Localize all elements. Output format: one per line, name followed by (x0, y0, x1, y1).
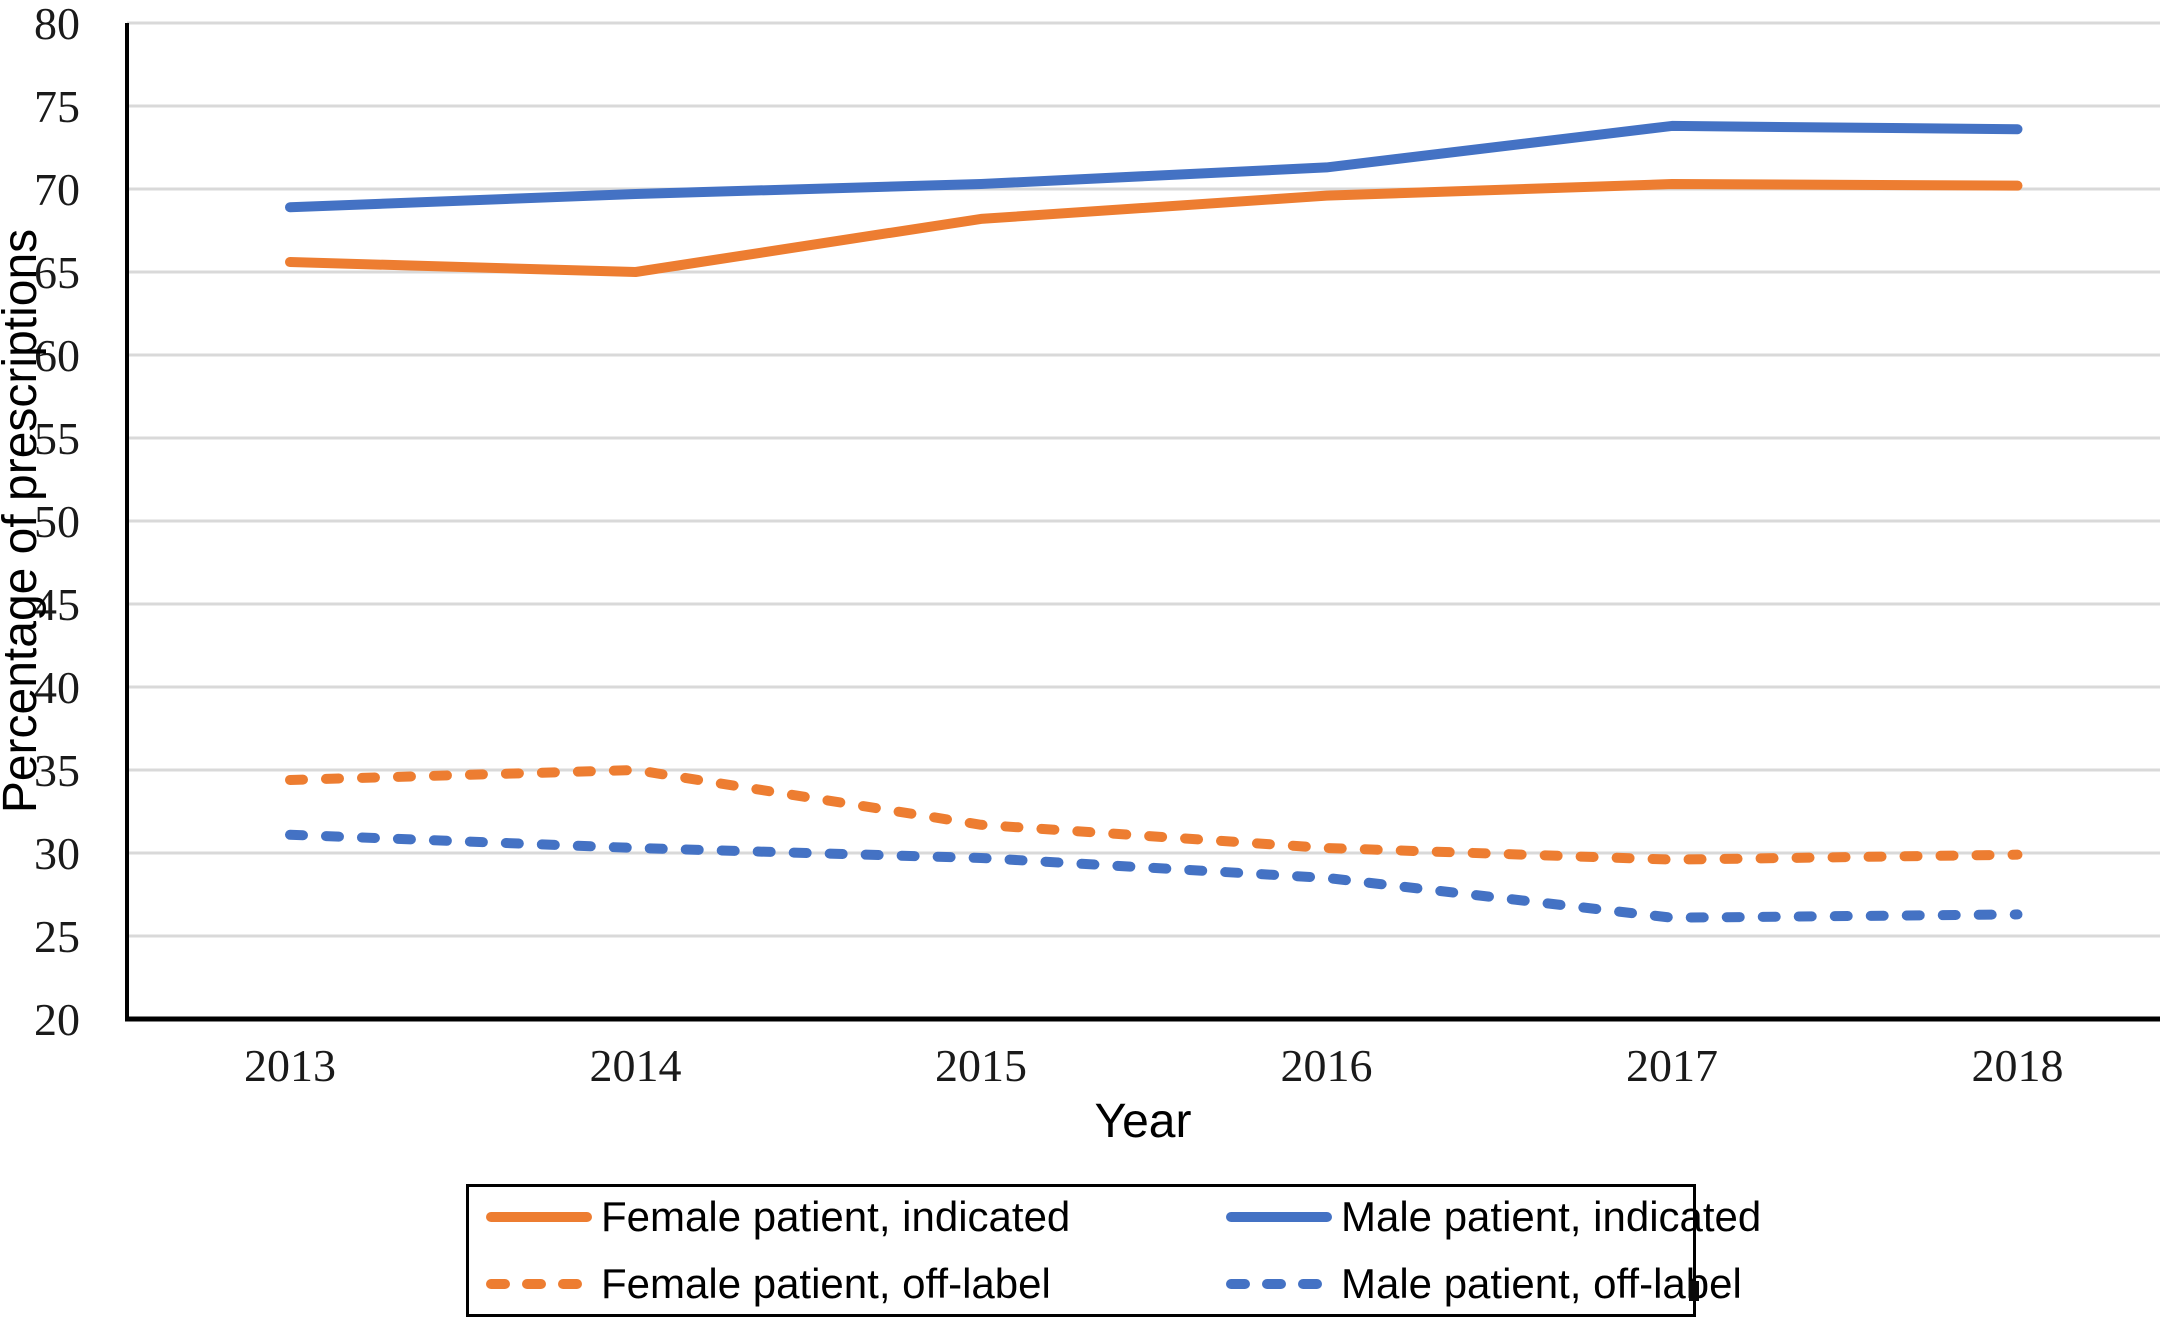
series-line-male-patient-indicated (285, 120, 2023, 213)
x-tick-label-2013: 2013 (244, 1040, 336, 1091)
y-tick-label-35: 35 (34, 745, 80, 796)
y-tick-label-50: 50 (34, 496, 80, 547)
y-tick-label-80: 80 (34, 0, 80, 49)
x-tick-label-2016: 2016 (1281, 1040, 1373, 1091)
y-axis-tick-labels: 20 25 30 35 40 45 50 55 60 65 70 75 80 (34, 0, 80, 1045)
legend-border-artifact (1689, 1281, 1699, 1301)
y-tick-label-40: 40 (34, 662, 80, 713)
y-tick-label-25: 25 (34, 911, 80, 962)
gridlines (127, 21, 2160, 938)
x-tick-label-2018: 2018 (1972, 1040, 2064, 1091)
legend-label-female-off-label: Female patient, off-label (601, 1260, 1051, 1307)
y-tick-label-60: 60 (34, 330, 80, 381)
y-tick-label-20: 20 (34, 994, 80, 1045)
legend-entry-male-indicated: Male patient, indicated (1225, 1193, 1761, 1241)
series-line-female-patient-off-label (285, 765, 2023, 865)
legend-label-male-off-label: Male patient, off-label (1341, 1260, 1742, 1307)
y-tick-label-55: 55 (34, 413, 80, 464)
series-line-female-patient-indicated (285, 179, 2023, 277)
y-tick-label-75: 75 (34, 81, 80, 132)
legend-entry-female-indicated: Female patient, indicated (485, 1193, 1225, 1241)
legend-swatch-male-off-label (1225, 1277, 1333, 1291)
legend-swatch-female-indicated (485, 1210, 593, 1224)
y-tick-label-45: 45 (34, 579, 80, 630)
x-tick-label-2017: 2017 (1626, 1040, 1718, 1091)
series-lines (285, 120, 2023, 923)
x-tick-label-2014: 2014 (590, 1040, 682, 1091)
y-axis-title: Percentage of prescriptions (0, 229, 47, 813)
legend-swatch-male-indicated (1225, 1210, 1333, 1224)
legend-label-female-indicated: Female patient, indicated (601, 1193, 1071, 1240)
legend-swatch-female-off-label (485, 1277, 593, 1291)
y-tick-label-65: 65 (34, 247, 80, 298)
legend-entry-male-off-label: Male patient, off-label (1225, 1260, 1761, 1308)
y-tick-label-30: 30 (34, 828, 80, 879)
axes (125, 23, 2160, 1022)
y-tick-label-70: 70 (34, 164, 80, 215)
series-line-male-patient-off-label (285, 829, 2023, 923)
x-axis-tick-labels: 2013 2014 2015 2016 2017 2018 (244, 1040, 2064, 1091)
legend: Female patient, indicated Male patient, … (466, 1184, 1761, 1317)
x-axis-title: Year (1095, 1095, 1192, 1148)
x-tick-label-2015: 2015 (935, 1040, 1027, 1091)
legend-label-male-indicated: Male patient, indicated (1341, 1193, 1762, 1240)
legend-entry-female-off-label: Female patient, off-label (485, 1260, 1225, 1308)
